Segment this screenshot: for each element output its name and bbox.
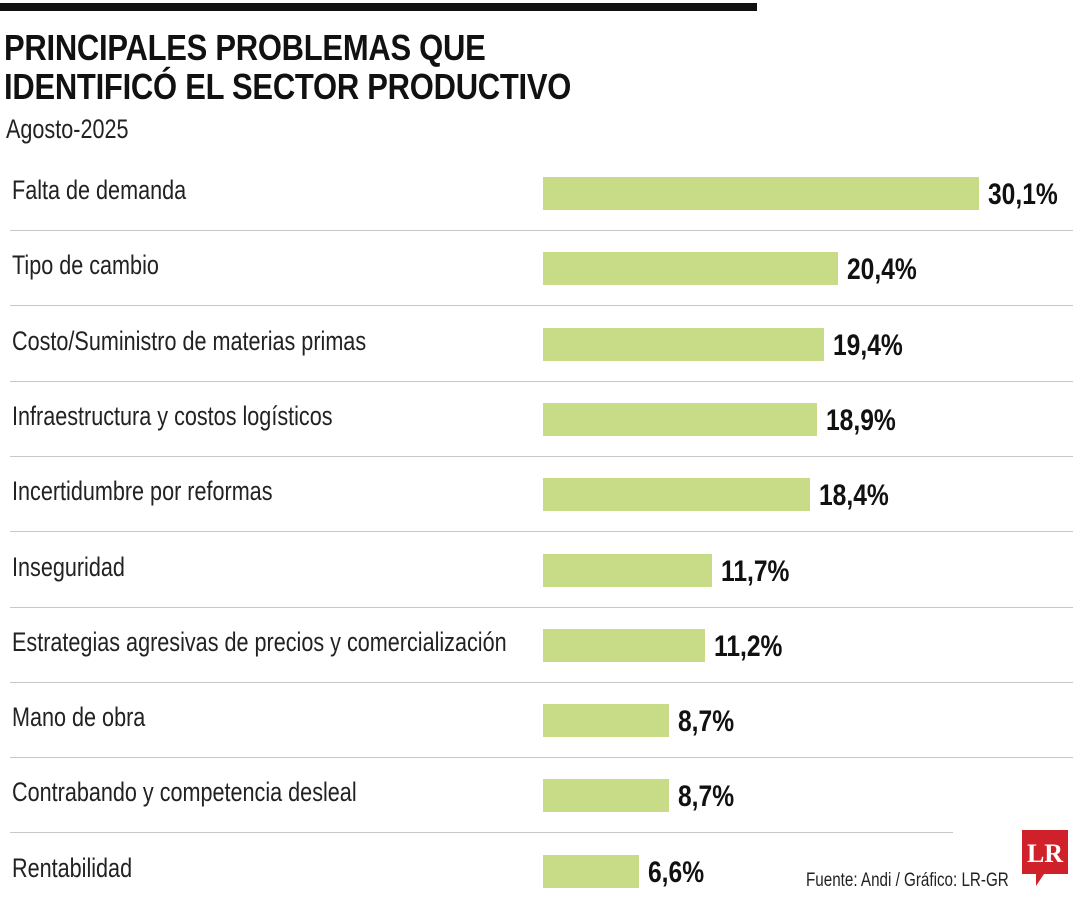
category-label: Contrabando y competencia desleal — [12, 777, 357, 808]
row-divider — [10, 380, 1073, 382]
value-label: 20,4% — [847, 253, 918, 287]
top-rule — [0, 3, 757, 11]
bar — [543, 704, 670, 738]
row-divider — [10, 455, 1073, 457]
row-divider — [10, 230, 1073, 231]
category-label: Estrategias agresivas de precios y comer… — [12, 626, 507, 657]
value-label: 8,7% — [678, 780, 735, 814]
bar — [543, 177, 979, 210]
category-label: Tipo de cambio — [12, 250, 159, 281]
value-label: 8,7% — [678, 705, 735, 739]
chart-title-line-1: PRINCIPALES PROBLEMAS QUE — [4, 27, 486, 68]
row-divider — [10, 757, 1073, 759]
chart-subtitle: Agosto-2025 — [6, 114, 129, 144]
category-label: Falta de demanda — [12, 175, 187, 205]
row-divider — [10, 305, 1073, 307]
category-label: Costo/Suministro de materias primas — [12, 325, 367, 356]
bar — [543, 402, 817, 436]
bar — [543, 327, 824, 361]
source-note: Fuente: Andi / Gráfico: LR-GR — [806, 870, 1009, 891]
value-label: 18,4% — [818, 479, 889, 513]
bar — [543, 478, 810, 512]
value-label: 11,2% — [714, 629, 783, 663]
value-label: 19,4% — [833, 328, 903, 362]
row-divider — [10, 832, 953, 834]
bar — [543, 252, 839, 286]
category-label: Mano de obra — [12, 702, 146, 733]
row-divider — [10, 531, 1073, 533]
category-label: Infraestructura y costos logísticos — [12, 400, 333, 431]
bar — [543, 553, 713, 587]
category-label: Incertidumbre por reformas — [12, 476, 273, 507]
chart-title: PRINCIPALES PROBLEMAS QUE IDENTIFICÓ EL … — [4, 28, 571, 106]
value-label: 6,6% — [647, 855, 704, 889]
lr-logo: LR — [1022, 830, 1068, 886]
category-label: Rentabilidad — [12, 852, 133, 883]
svg-text:LR: LR — [1027, 839, 1063, 868]
value-label: 30,1% — [988, 178, 1058, 211]
bar — [543, 628, 706, 662]
value-label: 11,7% — [721, 554, 790, 588]
value-label: 18,9% — [825, 403, 896, 437]
bar — [543, 779, 670, 813]
chart-title-line-2: IDENTIFICÓ EL SECTOR PRODUCTIVO — [4, 66, 572, 107]
category-label: Inseguridad — [12, 551, 125, 582]
bar — [543, 854, 639, 888]
row-divider — [10, 681, 1073, 683]
row-divider — [10, 606, 1073, 608]
